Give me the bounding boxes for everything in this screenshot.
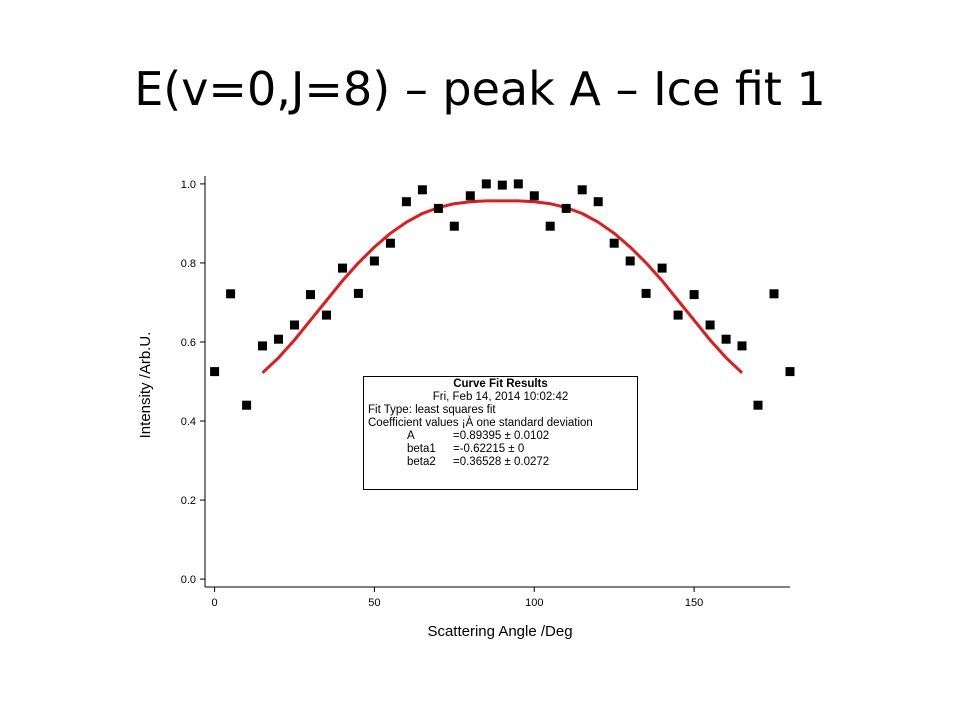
coef-name: beta1	[407, 443, 436, 455]
data-point	[657, 263, 667, 273]
x-tick-label: 0	[212, 597, 218, 609]
data-point	[577, 185, 587, 195]
data-point	[290, 320, 299, 330]
data-point	[401, 197, 411, 207]
y-tick-label: 0.8	[181, 258, 196, 270]
data-point	[210, 367, 220, 377]
data-point	[258, 341, 267, 351]
data-point	[737, 341, 747, 351]
data-point	[306, 290, 315, 300]
y-tick-label: 0.4	[181, 416, 196, 428]
axes: 0.0 0.2 0.4 0.6 0.8 1.0 0 50 100 150	[181, 176, 790, 609]
data-point	[769, 289, 779, 299]
data-points-layer	[210, 179, 795, 410]
data-point	[385, 238, 395, 248]
data-point	[417, 185, 427, 195]
data-point	[338, 263, 347, 273]
x-axis-title: Scattering Angle /Deg	[427, 623, 572, 640]
coef-value: =-0.62215 ± 0	[453, 443, 525, 455]
coef-row-a: A =0.89395 ± 0.0102	[368, 430, 633, 443]
data-point	[242, 400, 252, 410]
x-tick-label: 150	[685, 597, 703, 609]
y-axis-title: Intensity /Arb.U.	[137, 332, 154, 439]
data-point	[561, 203, 571, 213]
data-point	[609, 238, 619, 248]
curve-fit-results-box: Curve Fit Results Fri, Feb 14, 2014 10:0…	[363, 376, 638, 490]
fit-curve	[261, 199, 744, 374]
data-point	[369, 256, 379, 266]
fit-results-header: Curve Fit Results	[453, 378, 548, 390]
data-point	[705, 320, 715, 330]
x-tick-label: 50	[368, 597, 380, 609]
coef-value: =0.89395 ± 0.0102	[453, 430, 550, 442]
data-point	[513, 179, 523, 189]
data-point	[226, 289, 236, 299]
data-point	[274, 334, 283, 344]
fit-timestamp: Fri, Feb 14, 2014 10:02:42	[432, 391, 569, 403]
y-tick-label: 0.2	[181, 495, 196, 507]
coef-name: A	[407, 430, 415, 442]
coef-name: beta2	[407, 456, 436, 468]
data-point	[353, 288, 363, 298]
data-point	[449, 221, 459, 231]
data-point	[689, 290, 699, 300]
data-point	[465, 191, 475, 201]
data-point	[593, 197, 603, 207]
coef-row-beta1: beta1 =-0.62215 ± 0	[368, 443, 633, 456]
slide-title: E(v=0,J=8) – peak A – Ice fit 1	[134, 62, 826, 116]
data-point	[625, 256, 635, 266]
data-point	[673, 310, 683, 320]
data-point	[641, 288, 651, 298]
fit-type: Fit Type: least squares fit	[368, 404, 496, 416]
data-point	[529, 191, 539, 201]
coef-row-beta2: beta2 =0.36528 ± 0.0272	[368, 456, 633, 469]
x-tick-label: 100	[525, 597, 543, 609]
data-point	[497, 180, 507, 190]
coef-value: =0.36528 ± 0.0272	[453, 456, 550, 468]
fit-curve-layer	[261, 199, 744, 374]
data-point	[322, 310, 331, 320]
data-point	[481, 179, 491, 189]
data-point	[433, 203, 443, 213]
data-point	[721, 334, 731, 344]
y-tick-label: 0.0	[181, 574, 196, 586]
coef-header: Coefficient values ¡À one standard devia…	[368, 417, 593, 429]
data-point	[753, 400, 763, 410]
y-tick-label: 0.6	[181, 337, 196, 349]
data-point	[785, 367, 795, 377]
data-point	[545, 221, 555, 231]
y-tick-label: 1.0	[181, 179, 196, 191]
